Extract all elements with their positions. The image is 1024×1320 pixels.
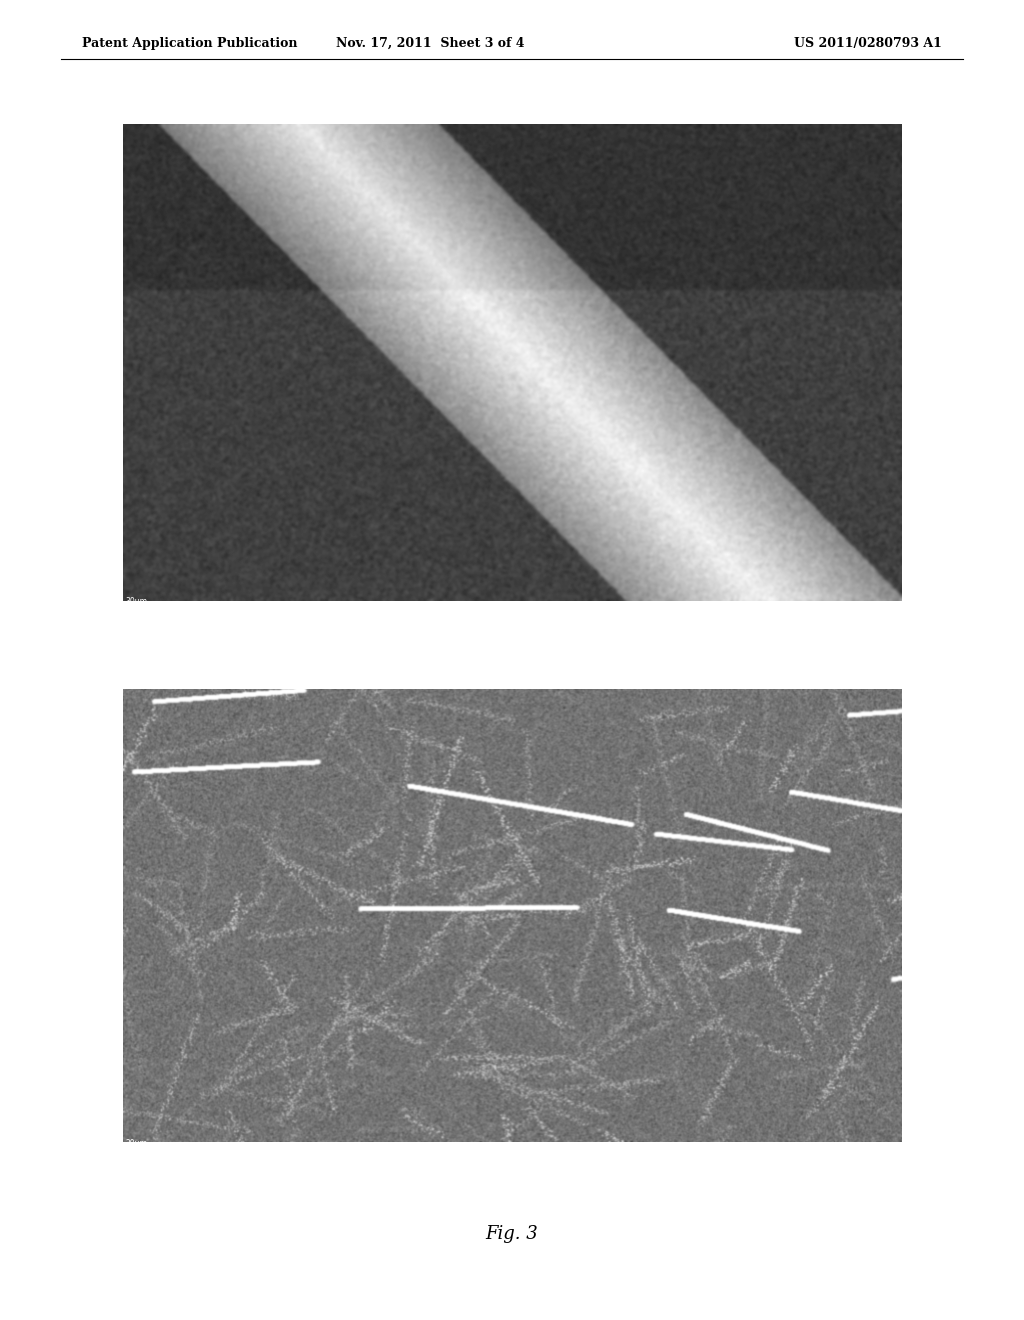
Text: Stage at X = 12.596 mm                    EHT = 5.00 kV   Date: 27 Sep 2006: Stage at X = 12.596 mm EHT = 5.00 kV Dat… bbox=[131, 614, 412, 619]
Text: 20μm: 20μm bbox=[125, 1139, 147, 1147]
Text: 30μm: 30μm bbox=[125, 598, 147, 606]
Text: Patent Application Publication: Patent Application Publication bbox=[82, 37, 297, 50]
Text: Mag =  868 X              Stage at Z = 46.060 mm   Stage at T = 0.0°    Signal A: Mag = 868 X Stage at Z = 46.060 mm Stage… bbox=[131, 1187, 524, 1192]
Text: Stage at Y = 60.231 mm   Stage at R = 11.5°   WD =   6 mm   Time: 9:02:15: Stage at Y = 60.231 mm Stage at R = 11.5… bbox=[131, 630, 404, 635]
Text: Stage at Y = 59.445 mm   Stage at R = 15.3°   WD = 6 mm    Time: 9:16:27: Stage at Y = 59.445 mm Stage at R = 15.3… bbox=[131, 1171, 400, 1176]
Text: Nov. 17, 2011  Sheet 3 of 4: Nov. 17, 2011 Sheet 3 of 4 bbox=[336, 37, 524, 50]
Text: Fig. 3: Fig. 3 bbox=[485, 1225, 539, 1243]
Text: US 2011/0280793 A1: US 2011/0280793 A1 bbox=[795, 37, 942, 50]
Text: Mag =  445 X              Stage at Z = 46.030 mm   Stage at T = 0.0°    Signal A: Mag = 445 X Stage at Z = 46.030 mm Stage… bbox=[131, 645, 524, 651]
Text: Stage at X = 69.881 mm                    EHT = 4.00 kV   Date: 27 Sep 2006: Stage at X = 69.881 mm EHT = 4.00 kV Dat… bbox=[131, 1155, 412, 1160]
